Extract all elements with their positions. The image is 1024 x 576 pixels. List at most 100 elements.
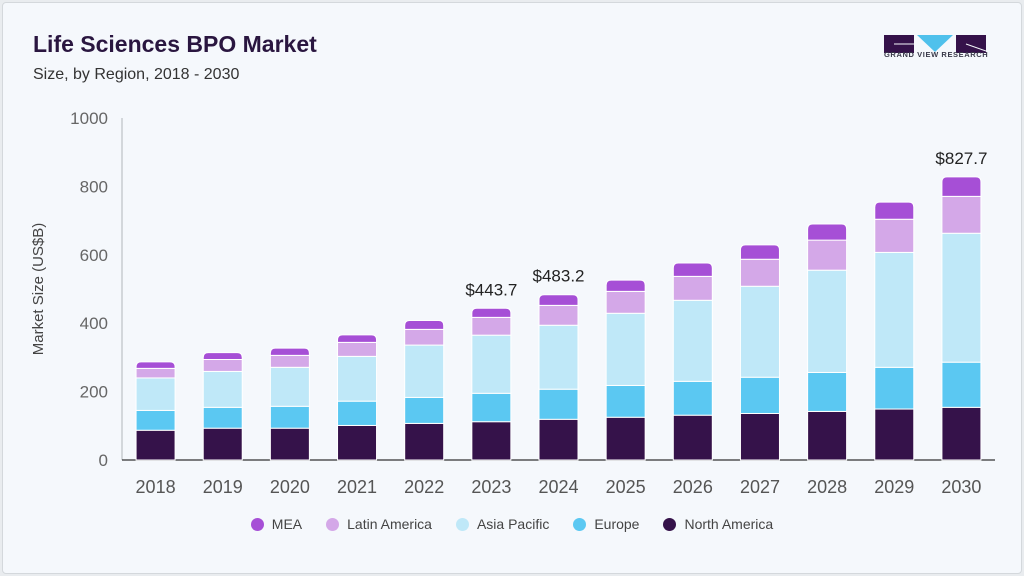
bar-segment-latin-america — [874, 218, 915, 253]
bar-segment-north-america — [202, 427, 243, 461]
bar-segment-mea — [337, 334, 378, 343]
bar-segment-asia-pacific — [807, 269, 848, 373]
bar-stack-2026 — [672, 262, 713, 461]
bar-stack-2020 — [269, 347, 310, 461]
bar-stack-2028 — [807, 223, 848, 461]
x-tick-label: 2025 — [606, 477, 646, 497]
bar-segment-europe — [202, 406, 243, 429]
bar-segment-north-america — [739, 412, 780, 461]
bar-segment-mea — [538, 294, 579, 306]
grand-view-research-logo — [884, 35, 986, 53]
bar-stack-2030 — [941, 176, 982, 461]
bar-segment-north-america — [337, 424, 378, 461]
bar-segment-north-america — [941, 406, 982, 461]
y-tick-label: 600 — [80, 246, 108, 265]
chart-subtitle: Size, by Region, 2018 - 2030 — [33, 66, 240, 83]
bar-segment-north-america — [471, 421, 512, 461]
x-tick-label: 2028 — [807, 477, 847, 497]
x-tick-label: 2021 — [337, 477, 377, 497]
legend-label: Europe — [594, 516, 640, 532]
bar-segment-north-america — [874, 408, 915, 461]
bar-segment-latin-america — [202, 358, 243, 372]
logo-text: GRAND VIEW RESEARCH — [884, 50, 989, 59]
y-tick-label: 0 — [99, 451, 108, 470]
bar-segment-mea — [471, 307, 512, 318]
bar-segment-europe — [672, 380, 713, 416]
bar-segment-mea — [739, 244, 780, 260]
bar-stack-2021 — [337, 334, 378, 461]
y-tick-label: 200 — [80, 383, 108, 402]
bar-segment-europe — [404, 396, 445, 424]
bar-segment-europe — [269, 405, 310, 429]
x-tick-label: 2027 — [740, 477, 780, 497]
legend-label: Asia Pacific — [476, 516, 550, 532]
bar-segment-latin-america — [269, 354, 310, 368]
bar-segment-europe — [135, 409, 176, 431]
x-tick-label: 2018 — [136, 477, 176, 497]
bar-segment-latin-america — [404, 328, 445, 346]
bar-segment-latin-america — [337, 341, 378, 357]
y-tick-label: 400 — [80, 314, 108, 333]
legend-item-asia-pacific: Asia Pacific — [455, 516, 550, 532]
bar-segment-mea — [807, 223, 848, 241]
bar-segment-asia-pacific — [874, 251, 915, 368]
bar-segment-asia-pacific — [941, 232, 982, 363]
bar-stack-2027 — [739, 244, 780, 461]
bar-stack-2023 — [471, 307, 512, 461]
bar-segment-asia-pacific — [202, 370, 243, 408]
bar-segment-asia-pacific — [672, 299, 713, 382]
x-tick-label: 2023 — [471, 477, 511, 497]
bar-segment-europe — [941, 361, 982, 408]
bar-segment-north-america — [538, 418, 579, 461]
bar-segment-latin-america — [807, 239, 848, 271]
chart-title: Life Sciences BPO Market — [33, 31, 317, 57]
bar-segment-asia-pacific — [471, 334, 512, 394]
total-value-label: $827.7 — [935, 149, 987, 168]
legend-swatch — [250, 517, 264, 531]
x-tick-label: 2030 — [941, 477, 981, 497]
bar-stack-2018 — [135, 361, 176, 461]
bar-segment-latin-america — [471, 316, 512, 336]
legend-item-europe: Europe — [573, 516, 639, 532]
bar-segment-asia-pacific — [337, 355, 378, 402]
bar-segment-latin-america — [739, 258, 780, 287]
x-tick-label: 2029 — [874, 477, 914, 497]
bar-segment-asia-pacific — [269, 366, 310, 407]
bar-segment-europe — [337, 400, 378, 426]
bar-segment-mea — [605, 279, 646, 292]
bar-stack-2025 — [605, 279, 646, 461]
x-tick-label: 2020 — [270, 477, 310, 497]
bar-segment-north-america — [269, 427, 310, 461]
bar-stack-2029 — [874, 201, 915, 461]
y-tick-label: 800 — [80, 177, 108, 196]
x-tick-label: 2024 — [538, 477, 578, 497]
bar-segment-asia-pacific — [605, 312, 646, 386]
legend-label: MEA — [271, 516, 303, 532]
bar-segment-mea — [202, 352, 243, 360]
y-tick-label: 1000 — [70, 109, 108, 128]
bar-segment-latin-america — [135, 367, 176, 379]
y-axis-title: Market Size (US$B) — [30, 223, 47, 356]
bar-segment-europe — [807, 371, 848, 412]
bar-stack-2019 — [202, 352, 243, 461]
bar-segment-europe — [874, 366, 915, 410]
bar-segment-latin-america — [672, 275, 713, 301]
legend-swatch — [455, 517, 469, 531]
bar-segment-mea — [672, 262, 713, 277]
bar-segment-latin-america — [941, 195, 982, 234]
bar-segment-mea — [941, 176, 982, 197]
bar-segment-north-america — [135, 429, 176, 461]
bar-segment-asia-pacific — [739, 285, 780, 378]
total-value-label: $483.2 — [533, 267, 585, 286]
legend-label: North America — [684, 516, 774, 532]
bar-segment-europe — [538, 388, 579, 420]
bar-segment-north-america — [807, 410, 848, 461]
bar-stack-2024 — [538, 294, 579, 461]
legend-item-latin-america: Latin America — [326, 516, 432, 532]
bar-segment-mea — [135, 361, 176, 369]
legend-swatch — [663, 517, 677, 531]
bar-segment-mea — [269, 347, 310, 356]
total-value-label: $443.7 — [465, 280, 517, 299]
bar-segment-latin-america — [605, 290, 646, 314]
